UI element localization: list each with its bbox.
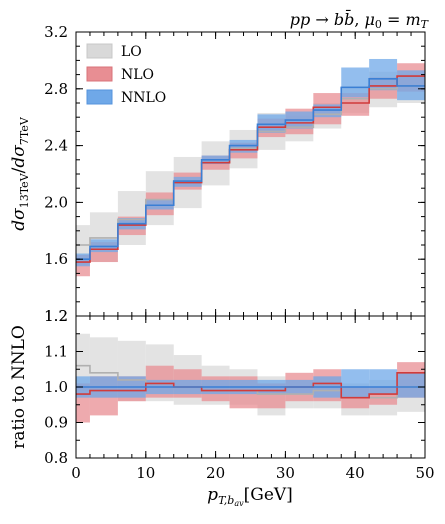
ratio-lines bbox=[76, 364, 425, 399]
legend-swatch-nlo bbox=[86, 66, 113, 82]
legend-label-nnlo: NNLO bbox=[121, 90, 166, 106]
xtick-label: 50 bbox=[415, 464, 434, 482]
main-band-nnlo bbox=[369, 58, 398, 91]
xtick-label: 10 bbox=[136, 464, 155, 482]
ratio-band-lo bbox=[76, 333, 90, 391]
legend-label-nlo: NLO bbox=[121, 67, 154, 83]
ratio-line-nlo bbox=[76, 372, 425, 399]
legend-swatch-nnlo bbox=[86, 89, 113, 105]
ratio-ytick-label: 0.9 bbox=[44, 414, 68, 432]
main-ytick-label: 3.2 bbox=[44, 23, 68, 41]
main-line-lo bbox=[76, 85, 425, 246]
legend-label-lo: LO bbox=[121, 44, 142, 60]
axes: 1.21.62.02.42.83.20.80.91.01.11.20 10 20 30… bbox=[44, 23, 434, 482]
ratio-ylabel: ratio to NNLO bbox=[9, 325, 29, 449]
ratio-ytick-label: 1.1 bbox=[44, 343, 68, 361]
ratio-ytick-label: 1.2 bbox=[44, 307, 68, 325]
legend: LO NLO NNLO bbox=[86, 43, 166, 106]
main-ylabel: dσ13TeV/dσ7TeV bbox=[9, 116, 31, 231]
legend-swatch-lo bbox=[86, 43, 113, 59]
main-ytick-label: 2.4 bbox=[44, 137, 68, 155]
xtick-label: 40 bbox=[346, 464, 365, 482]
main-lines bbox=[76, 75, 425, 263]
ratio-band-nnlo bbox=[369, 369, 398, 395]
ratio-band-nnlo bbox=[341, 369, 370, 398]
xlabel: pT,bav[GeV] bbox=[207, 485, 293, 508]
ratio-bands bbox=[76, 333, 425, 423]
main-ytick-label: 2.8 bbox=[44, 80, 68, 98]
main-band-nnlo bbox=[341, 67, 370, 98]
xtick-label: 0 bbox=[71, 464, 81, 482]
chart-title: pp → bb̄, μ0 = mT bbox=[290, 8, 430, 31]
ratio-ytick-label: 0.8 bbox=[44, 449, 68, 467]
main-ytick-label: 1.6 bbox=[44, 250, 68, 268]
main-line-nnlo bbox=[76, 78, 425, 260]
main-ytick-label: 2.0 bbox=[44, 193, 68, 211]
xtick-label: 30 bbox=[276, 464, 295, 482]
main-line-nlo bbox=[76, 75, 425, 263]
ratio-band-nnlo bbox=[397, 372, 425, 398]
ratio-ytick-label: 1.0 bbox=[44, 378, 68, 396]
xtick-label: 20 bbox=[206, 464, 225, 482]
main-ytick-label: 1.2 bbox=[44, 307, 68, 325]
